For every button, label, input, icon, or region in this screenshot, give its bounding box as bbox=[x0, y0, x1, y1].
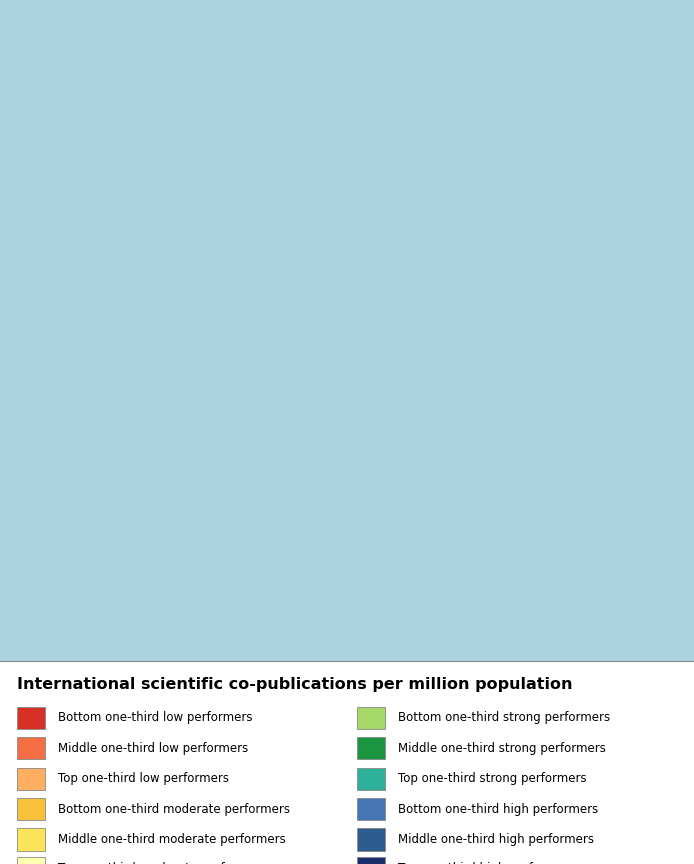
FancyBboxPatch shape bbox=[357, 707, 385, 729]
Text: Top one-third moderate performers: Top one-third moderate performers bbox=[58, 861, 266, 864]
Text: Middle one-third high performers: Middle one-third high performers bbox=[398, 833, 593, 846]
FancyBboxPatch shape bbox=[357, 829, 385, 851]
FancyBboxPatch shape bbox=[17, 707, 45, 729]
Text: Middle one-third moderate performers: Middle one-third moderate performers bbox=[58, 833, 285, 846]
Text: International scientific co-publications per million population: International scientific co-publications… bbox=[17, 677, 573, 692]
FancyBboxPatch shape bbox=[17, 737, 45, 759]
FancyBboxPatch shape bbox=[357, 857, 385, 864]
Text: Bottom one-third high performers: Bottom one-third high performers bbox=[398, 803, 598, 816]
Text: Bottom one-third moderate performers: Bottom one-third moderate performers bbox=[58, 803, 289, 816]
FancyBboxPatch shape bbox=[357, 798, 385, 820]
FancyBboxPatch shape bbox=[17, 829, 45, 851]
FancyBboxPatch shape bbox=[357, 767, 385, 790]
Text: Top one-third strong performers: Top one-third strong performers bbox=[398, 772, 586, 785]
Text: Bottom one-third strong performers: Bottom one-third strong performers bbox=[398, 711, 610, 724]
Text: Bottom one-third low performers: Bottom one-third low performers bbox=[58, 711, 252, 724]
Text: Top one-third high performers: Top one-third high performers bbox=[398, 861, 575, 864]
FancyBboxPatch shape bbox=[17, 767, 45, 790]
FancyBboxPatch shape bbox=[357, 737, 385, 759]
FancyBboxPatch shape bbox=[17, 798, 45, 820]
Text: Middle one-third strong performers: Middle one-third strong performers bbox=[398, 742, 606, 755]
Text: Middle one-third low performers: Middle one-third low performers bbox=[58, 742, 248, 755]
Text: Top one-third low performers: Top one-third low performers bbox=[58, 772, 228, 785]
FancyBboxPatch shape bbox=[17, 857, 45, 864]
